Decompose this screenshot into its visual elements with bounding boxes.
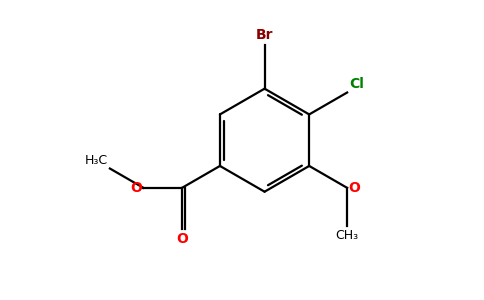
Text: O: O — [348, 181, 361, 195]
Text: H₃C: H₃C — [84, 154, 107, 167]
Text: O: O — [130, 181, 142, 195]
Text: CH₃: CH₃ — [335, 229, 359, 242]
Text: Br: Br — [256, 28, 273, 42]
Text: Cl: Cl — [349, 77, 364, 91]
Text: O: O — [176, 232, 188, 245]
